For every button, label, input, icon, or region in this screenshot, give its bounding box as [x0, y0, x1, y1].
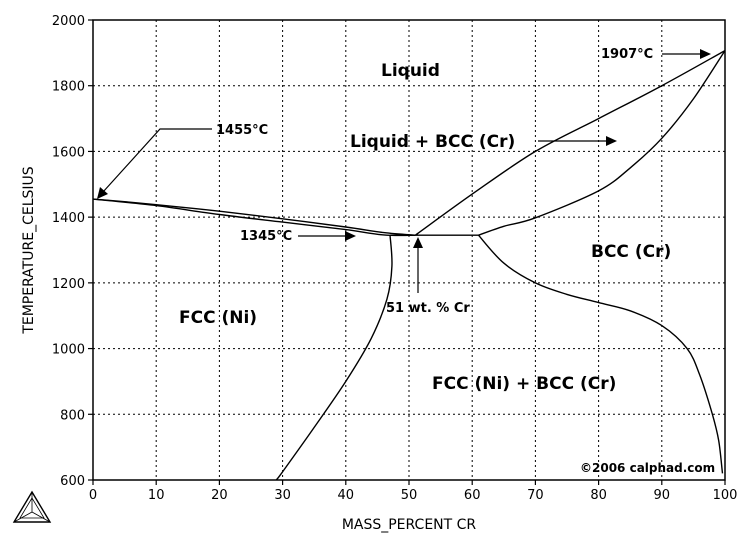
phase-boundary-line — [414, 49, 726, 236]
x-tick-label: 20 — [211, 488, 228, 503]
y-tick-label: 1600 — [52, 145, 85, 160]
y-tick-label: 2000 — [52, 14, 85, 29]
phase-boundary-line — [478, 50, 726, 236]
phase-boundary-line — [92, 198, 416, 237]
region-liquid-label: Liquid — [381, 61, 440, 81]
x-tick-label: 40 — [338, 488, 355, 503]
calphad-logo-icon — [12, 490, 52, 523]
x-tick-label: 100 — [713, 488, 738, 503]
x-tick-label: 10 — [148, 488, 165, 503]
annotation-1345: 1345°C — [240, 229, 292, 244]
arrow-eutectic — [413, 237, 423, 293]
y-tick-label: 1000 — [52, 343, 85, 358]
y-tick-label: 1200 — [52, 277, 85, 292]
grid — [93, 20, 725, 480]
phase-boundary-line — [275, 235, 393, 481]
annotation-1455: 1455°C — [216, 123, 268, 138]
x-tick-label: 90 — [654, 488, 671, 503]
x-tick-label: 50 — [401, 488, 418, 503]
x-tick-label: 60 — [464, 488, 481, 503]
phase-boundary-line — [477, 234, 724, 474]
x-axis-title: MASS_PERCENT CR — [342, 517, 477, 533]
arrow-1345 — [298, 231, 356, 241]
arrow-1907 — [662, 49, 711, 59]
annotation-eutectic: 51 wt. % Cr — [386, 301, 470, 316]
region-liquid-bcc-label: Liquid + BCC (Cr) — [350, 132, 515, 152]
region-bcc-label: BCC (Cr) — [591, 242, 671, 262]
phase-boundaries — [92, 49, 726, 481]
y-axis-title: TEMPERATURE_CELSIUS — [21, 166, 37, 334]
y-tick-label: 800 — [60, 408, 85, 423]
x-tick-label: 0 — [89, 488, 97, 503]
credit-text: ©2006 calphad.com — [580, 461, 715, 475]
arrow-1455 — [97, 128, 212, 199]
axis-ticks: 0 10 20 30 40 50 60 70 80 90 100 600 800 1000 1200 1400… — [52, 14, 738, 503]
arrow-liquid-bcc — [538, 136, 617, 146]
y-tick-label: 600 — [60, 474, 85, 489]
y-tick-label: 1400 — [52, 211, 85, 226]
x-tick-label: 80 — [590, 488, 607, 503]
region-fcc-label: FCC (Ni) — [179, 308, 257, 328]
annotation-1907: 1907°C — [601, 47, 653, 62]
x-tick-label: 30 — [274, 488, 291, 503]
x-tick-label: 70 — [527, 488, 544, 503]
region-fcc-bcc-label: FCC (Ni) + BCC (Cr) — [432, 374, 616, 394]
y-tick-label: 1800 — [52, 80, 85, 95]
